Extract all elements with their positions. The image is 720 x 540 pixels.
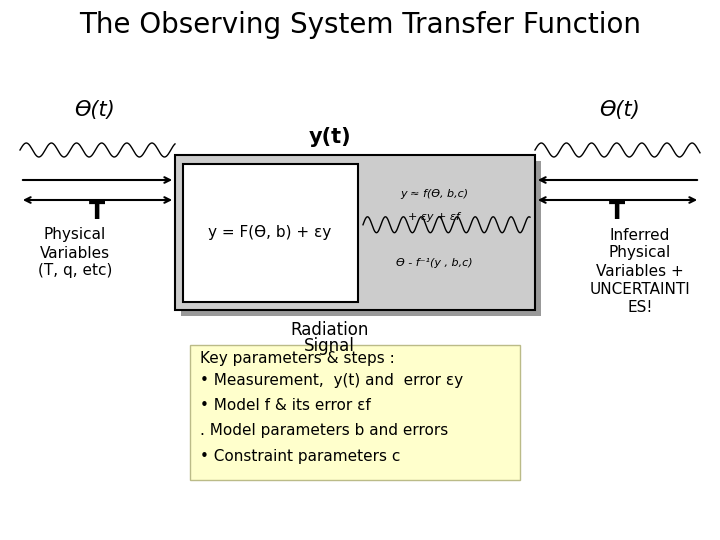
- Text: The Observing System Transfer Function: The Observing System Transfer Function: [79, 11, 641, 39]
- Text: Variables: Variables: [40, 246, 110, 260]
- Text: Signal: Signal: [305, 337, 355, 355]
- Text: . Model parameters b and errors: . Model parameters b and errors: [200, 423, 449, 438]
- Text: + εy + εf: + εy + εf: [408, 212, 460, 222]
- Bar: [183, 164, 358, 302]
- Text: • Constraint parameters c: • Constraint parameters c: [200, 449, 400, 463]
- Bar: [190, 345, 520, 480]
- Text: T: T: [89, 200, 105, 224]
- Text: y ≈ f(Ө, b,c): y ≈ f(Ө, b,c): [400, 189, 468, 199]
- Text: Physical: Physical: [609, 246, 671, 260]
- Text: Inferred: Inferred: [610, 227, 670, 242]
- Text: Key parameters & steps :: Key parameters & steps :: [200, 350, 395, 366]
- Text: • Measurement,  y(t) and  error εy: • Measurement, y(t) and error εy: [200, 374, 463, 388]
- Text: (T, q, etc): (T, q, etc): [38, 264, 112, 279]
- Bar: [175, 155, 535, 310]
- Text: Ө(t): Ө(t): [600, 100, 640, 120]
- Text: UNCERTAINTI: UNCERTAINTI: [590, 281, 690, 296]
- Text: T: T: [609, 200, 625, 224]
- Text: Variables +: Variables +: [596, 264, 684, 279]
- Text: Physical: Physical: [44, 227, 106, 242]
- Text: • Model f & its error εf: • Model f & its error εf: [200, 399, 371, 414]
- Text: Radiation: Radiation: [291, 321, 369, 339]
- Text: Ө(t): Ө(t): [75, 100, 115, 120]
- Text: Ө - f⁻¹(y , b,c): Ө - f⁻¹(y , b,c): [396, 259, 472, 268]
- Text: y = F(Ө, b) + εy: y = F(Ө, b) + εy: [208, 226, 332, 240]
- Text: y(t): y(t): [308, 127, 351, 147]
- Bar: [181, 161, 541, 316]
- Text: ES!: ES!: [627, 300, 653, 314]
